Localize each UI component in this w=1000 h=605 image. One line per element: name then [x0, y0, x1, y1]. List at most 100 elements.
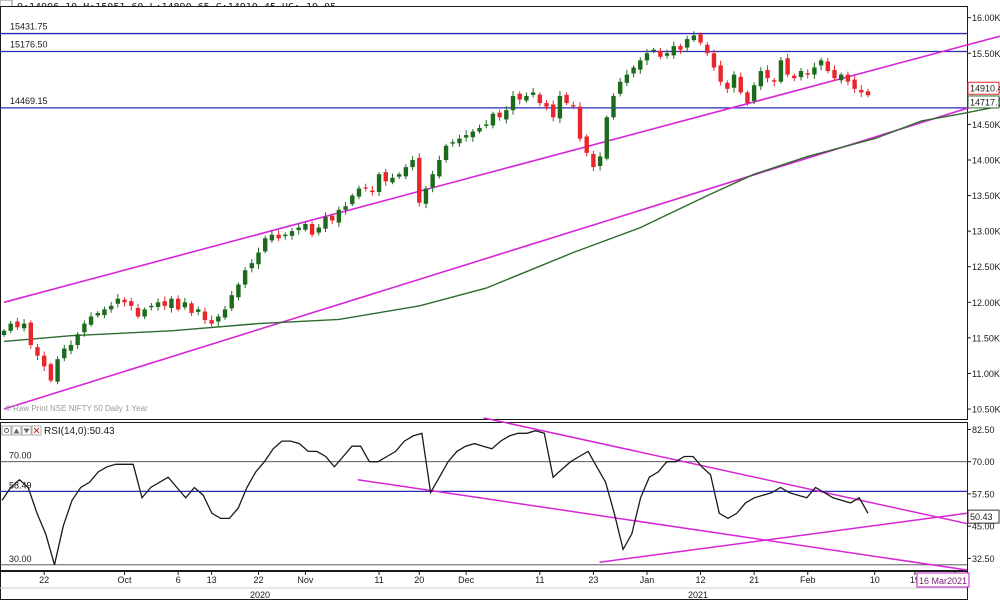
- candle-body: [751, 85, 757, 101]
- price-y-axis: 16.00K15.50K15.00K14.50K14.00K13.50K13.0…: [967, 13, 1000, 415]
- rsi-trend-line: [483, 417, 968, 525]
- candle-body: [276, 234, 281, 239]
- rsi-value-tag: 50.43: [967, 509, 1000, 524]
- price-panel-frame: [0, 6, 968, 420]
- candle-body: [604, 117, 609, 159]
- candle-body: [115, 298, 121, 304]
- move-up-icon[interactable]: [11, 425, 22, 436]
- candle-body: [698, 34, 703, 43]
- candle-body: [182, 302, 188, 308]
- candle-body: [437, 159, 442, 177]
- price-tick-label: 10.50K: [972, 405, 1000, 415]
- rsi-tick-label: 57.50: [972, 489, 995, 499]
- candle-body: [671, 46, 676, 56]
- candle-body: [644, 53, 650, 61]
- moving-average-line: [3, 105, 1000, 343]
- rsi-panel: RSI(14,0):50.43 82.50 70.00 57.50 45.00 32.5…: [0, 417, 1000, 571]
- time-tick-label: 13: [207, 575, 217, 585]
- candle-body: [651, 49, 656, 52]
- year-label-2021: 2021: [688, 590, 708, 600]
- time-tick-label: 20: [414, 575, 424, 585]
- candle-body: [684, 39, 690, 48]
- candle-body: [430, 174, 435, 188]
- candle-body: [792, 75, 797, 79]
- rsi-tick-label: 32.50: [972, 554, 995, 564]
- price-tag-box: [967, 81, 1000, 95]
- candle-body: [745, 92, 750, 104]
- horizontal-level-label: 14469.15: [10, 96, 48, 106]
- time-tick-label: 22: [254, 575, 264, 585]
- candle-body: [624, 74, 630, 83]
- candle-body: [691, 35, 697, 41]
- close-icon[interactable]: [31, 425, 42, 436]
- candle-body: [309, 224, 315, 235]
- candle-body: [155, 302, 161, 307]
- candle-body: [470, 131, 476, 138]
- candle-body: [865, 91, 871, 96]
- candle-body: [28, 322, 33, 345]
- rsi-series-line: [1, 430, 869, 565]
- price-tick-label: 16.00K: [972, 13, 1000, 23]
- horizontal-levels: 15431.75 15176.50 14469.15: [0, 22, 967, 109]
- settings-icon[interactable]: [1, 425, 12, 436]
- candle-body: [122, 299, 127, 303]
- candle-body: [383, 172, 388, 182]
- candle-body: [263, 238, 268, 252]
- candle-body: [336, 209, 342, 223]
- candle-body: [517, 93, 522, 100]
- candle-body: [135, 307, 141, 317]
- candle-body: [490, 113, 496, 126]
- current-date-text: 16 Mar2021: [919, 576, 967, 586]
- candle-body: [718, 65, 723, 82]
- candle-body: [564, 94, 569, 104]
- candle-body: [825, 61, 831, 72]
- candle-body: [82, 323, 87, 333]
- candle-body: [450, 142, 455, 144]
- candles: [1, 31, 871, 385]
- price-tick-label: 14.00K: [972, 155, 1000, 165]
- rsi-tick-label: 82.50: [972, 425, 995, 435]
- candle-body: [249, 263, 255, 269]
- candle-body: [95, 312, 100, 316]
- candle-body: [845, 74, 851, 82]
- time-tick-label: 6: [176, 575, 181, 585]
- candle-body: [705, 44, 710, 54]
- price-tags: 14910.4 14717.1: [967, 81, 1000, 109]
- time-axis: 22Oct61322Nov1120Dec1123Jan1221Feb1019Ma…: [0, 571, 970, 600]
- candle-body: [370, 190, 375, 193]
- candle-body: [839, 74, 844, 81]
- candle-body: [108, 305, 114, 310]
- price-tag-box: [967, 95, 1000, 109]
- candle-body: [149, 305, 154, 308]
- horizontal-level-label: 15431.75: [10, 22, 48, 32]
- rsi-y-axis: 82.50 70.00 57.50 45.00 32.50: [967, 425, 995, 564]
- time-tick-label: 21: [749, 575, 759, 585]
- candle-body: [758, 71, 764, 87]
- candle-body: [772, 80, 777, 82]
- year-label-2020: 2020: [250, 590, 270, 600]
- candle-body: [15, 321, 20, 328]
- candle-body: [544, 103, 549, 107]
- candle-body: [396, 174, 402, 177]
- price-tick-label: 14.50K: [972, 120, 1000, 130]
- candle-body: [256, 252, 261, 265]
- candle-body: [129, 301, 134, 306]
- candle-body: [390, 177, 395, 183]
- candle-body: [497, 112, 502, 118]
- time-tick-label: Feb: [800, 575, 816, 585]
- candle-body: [222, 309, 228, 318]
- rsi-value-box: [967, 509, 1000, 524]
- rsi-title: RSI(14,0):50.43: [44, 426, 115, 437]
- candle-body: [21, 323, 27, 329]
- candle-body: [8, 323, 13, 331]
- rsi-value-text: 50.43: [970, 512, 993, 522]
- candle-body: [577, 106, 583, 139]
- candle-body: [323, 216, 328, 229]
- candle-body: [617, 81, 623, 94]
- candle-body: [303, 224, 308, 230]
- move-down-icon[interactable]: [21, 425, 32, 436]
- candle-body: [484, 124, 489, 126]
- candle-body: [818, 60, 824, 66]
- candle-body: [524, 95, 529, 101]
- rsi-level-label: 58.49: [9, 480, 32, 490]
